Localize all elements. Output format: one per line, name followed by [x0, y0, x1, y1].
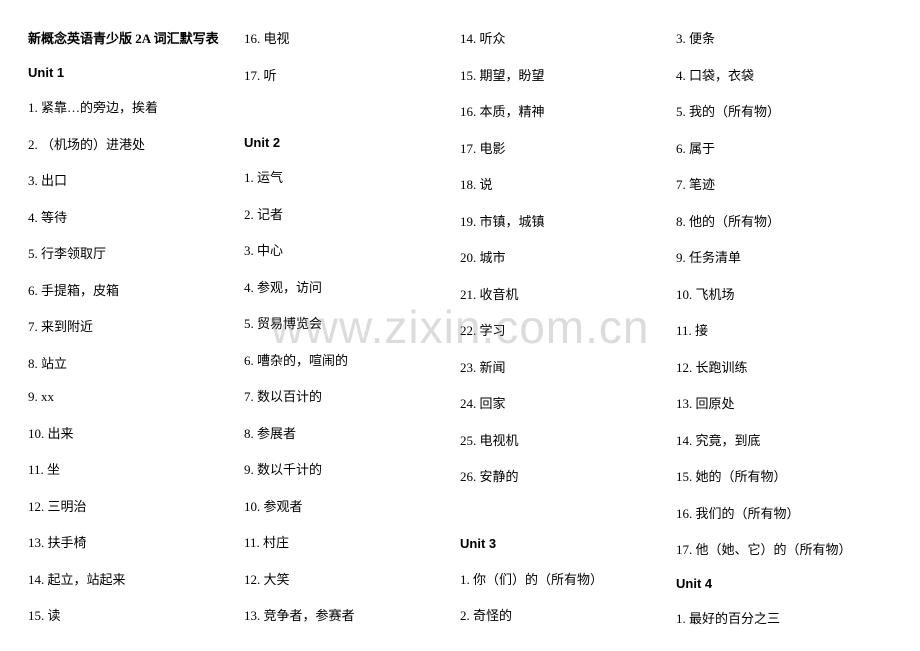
list-item: 3. 中心 — [244, 240, 460, 259]
list-item: 15. 期望，盼望 — [460, 65, 676, 84]
doc-title: 新概念英语青少版 2A 词汇默写表 — [28, 28, 244, 47]
list-item: 2. 记者 — [244, 204, 460, 223]
list-item: 25. 电视机 — [460, 430, 676, 449]
list-item: 17. 他（她、它）的（所有物） — [676, 539, 892, 558]
list-item: 10. 出来 — [28, 423, 244, 442]
list-item: 12. 三明治 — [28, 496, 244, 515]
list-item: 9. 任务清单 — [676, 247, 892, 266]
page-container: 新概念英语青少版 2A 词汇默写表 Unit 1 1. 紧靠…的旁边，挨着 2.… — [0, 0, 920, 627]
list-item: 6. 属于 — [676, 138, 892, 157]
list-item: 4. 口袋，衣袋 — [676, 65, 892, 84]
column-4: 3. 便条 4. 口袋，衣袋 5. 我的（所有物） 6. 属于 7. 笔迹 8.… — [676, 28, 892, 627]
list-item: 4. 等待 — [28, 207, 244, 226]
list-item: 6. 手提箱，皮箱 — [28, 280, 244, 299]
list-item: 13. 扶手椅 — [28, 532, 244, 551]
list-item: 11. 村庄 — [244, 532, 460, 551]
list-item: 10. 参观者 — [244, 496, 460, 515]
column-2: 16. 电视 17. 听 Unit 2 1. 运气 2. 记者 3. 中心 4.… — [244, 28, 460, 627]
list-item: 3. 便条 — [676, 28, 892, 47]
list-item: 7. 笔迹 — [676, 174, 892, 193]
list-item: 9. xx — [28, 389, 244, 405]
list-item: 1. 你（们）的（所有物） — [460, 569, 676, 588]
list-item: 16. 我们的（所有物） — [676, 503, 892, 522]
list-item: 13. 回原处 — [676, 393, 892, 412]
list-item: 5. 行李领取厅 — [28, 243, 244, 262]
list-item: 26. 安静的 — [460, 466, 676, 485]
unit-3-heading: Unit 3 — [460, 536, 676, 551]
list-item: 12. 大笑 — [244, 569, 460, 588]
unit-4-heading: Unit 4 — [676, 576, 892, 591]
list-item: 8. 站立 — [28, 353, 244, 372]
list-item: 1. 最好的百分之三 — [676, 608, 892, 627]
list-item: 20. 城市 — [460, 247, 676, 266]
list-item: 14. 听众 — [460, 28, 676, 47]
unit-1-heading: Unit 1 — [28, 65, 244, 80]
list-item: 11. 接 — [676, 320, 892, 339]
list-item: 17. 听 — [244, 65, 460, 84]
unit-2-heading: Unit 2 — [244, 135, 460, 150]
list-item: 23. 新闻 — [460, 357, 676, 376]
list-item: 15. 读 — [28, 605, 244, 624]
column-3: 14. 听众 15. 期望，盼望 16. 本质，精神 17. 电影 18. 说 … — [460, 28, 676, 627]
list-item: 14. 究竟，到底 — [676, 430, 892, 449]
list-item: 5. 我的（所有物） — [676, 101, 892, 120]
list-item: 11. 坐 — [28, 459, 244, 478]
spacer — [244, 101, 460, 117]
list-item: 12. 长跑训练 — [676, 357, 892, 376]
list-item: 18. 说 — [460, 174, 676, 193]
list-item: 15. 她的（所有物） — [676, 466, 892, 485]
column-1: 新概念英语青少版 2A 词汇默写表 Unit 1 1. 紧靠…的旁边，挨着 2.… — [28, 28, 244, 627]
list-item: 10. 飞机场 — [676, 284, 892, 303]
list-item: 1. 运气 — [244, 167, 460, 186]
list-item: 8. 他的（所有物） — [676, 211, 892, 230]
list-item: 9. 数以千计的 — [244, 459, 460, 478]
list-item: 1. 紧靠…的旁边，挨着 — [28, 97, 244, 116]
list-item: 4. 参观，访问 — [244, 277, 460, 296]
list-item: 22. 学习 — [460, 320, 676, 339]
list-item: 2. （机场的）进港处 — [28, 134, 244, 153]
list-item: 3. 出口 — [28, 170, 244, 189]
list-item: 8. 参展者 — [244, 423, 460, 442]
list-item: 24. 回家 — [460, 393, 676, 412]
list-item: 14. 起立，站起来 — [28, 569, 244, 588]
list-item: 7. 数以百计的 — [244, 386, 460, 405]
list-item: 19. 市镇，城镇 — [460, 211, 676, 230]
spacer — [460, 503, 676, 519]
list-item: 16. 电视 — [244, 28, 460, 47]
list-item: 16. 本质，精神 — [460, 101, 676, 120]
list-item: 7. 来到附近 — [28, 316, 244, 335]
list-item: 2. 奇怪的 — [460, 605, 676, 624]
list-item: 6. 嘈杂的，喧闹的 — [244, 350, 460, 369]
list-item: 13. 竞争者，参赛者 — [244, 605, 460, 624]
list-item: 21. 收音机 — [460, 284, 676, 303]
list-item: 17. 电影 — [460, 138, 676, 157]
list-item: 5. 贸易博览会 — [244, 313, 460, 332]
